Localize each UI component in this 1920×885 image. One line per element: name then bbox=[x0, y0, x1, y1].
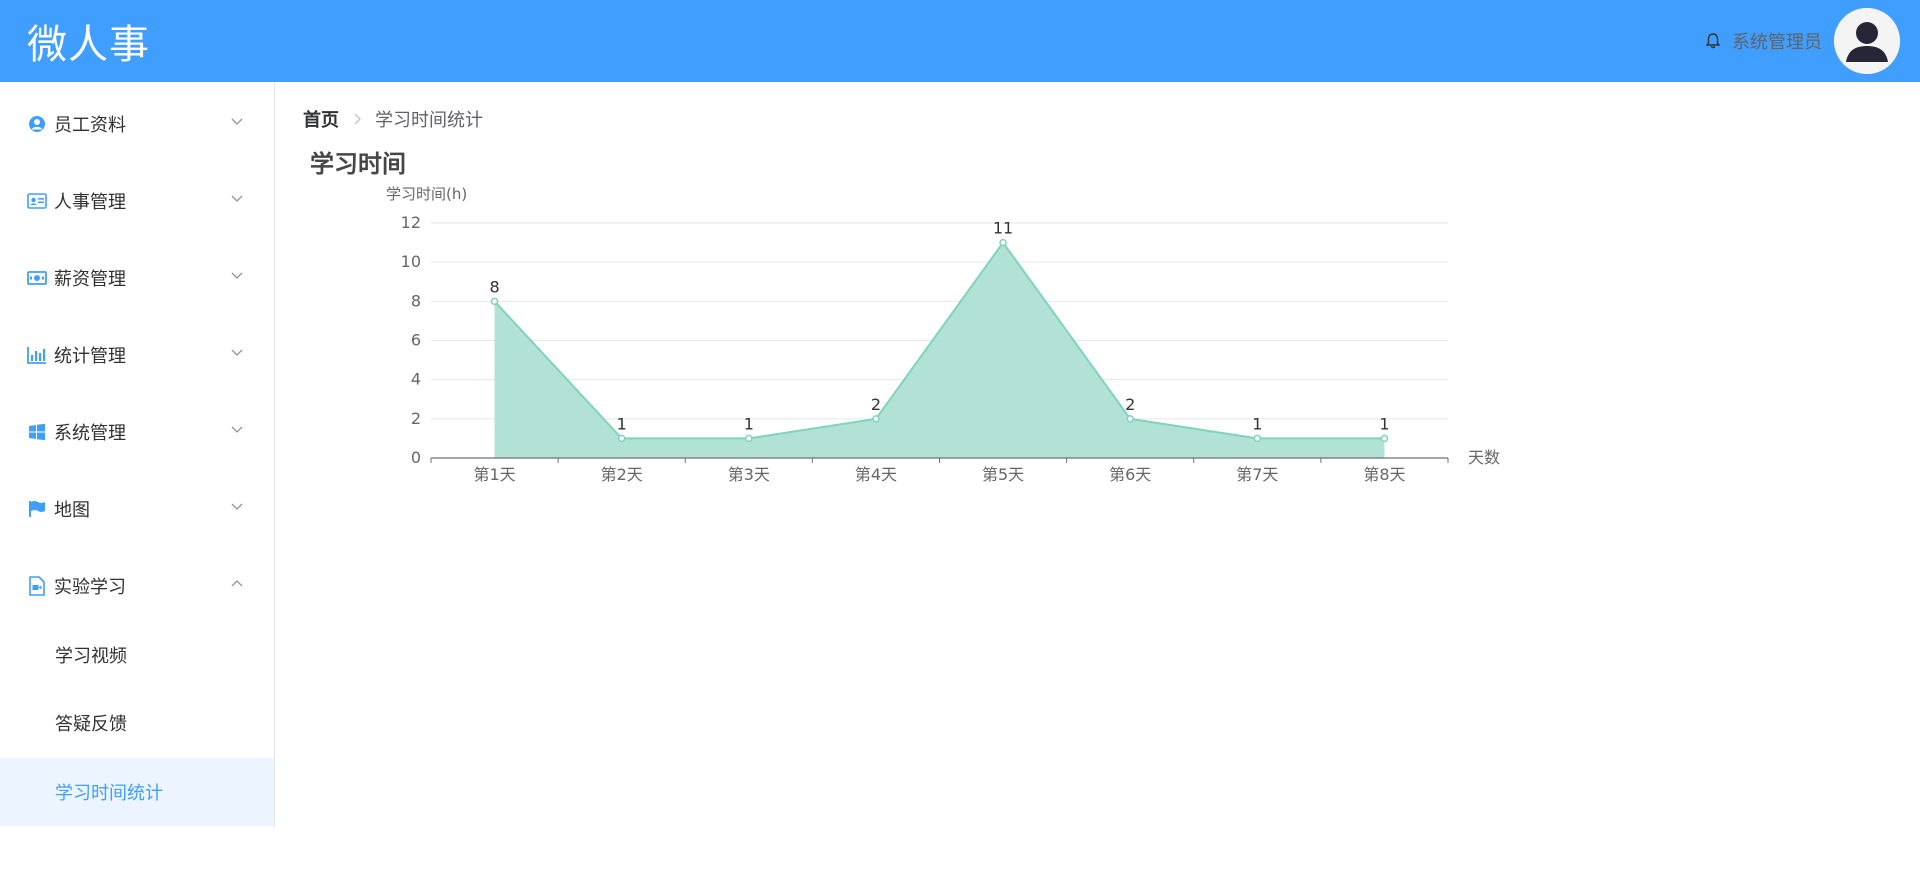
data-point bbox=[999, 238, 1007, 247]
data-point bbox=[490, 297, 499, 306]
chevron-down-icon bbox=[231, 272, 243, 279]
data-label: 1 bbox=[744, 414, 754, 433]
sidebar-item-label: 地图 bbox=[54, 499, 90, 521]
sidebar-subitem-study-videos[interactable]: 学习视频 bbox=[55, 646, 127, 667]
sidebar-subitem-qa-feedback[interactable]: 答疑反馈 bbox=[55, 714, 127, 735]
user-circle-icon bbox=[27, 114, 47, 134]
x-tick-label: 第2天 bbox=[601, 465, 643, 484]
data-label: 1 bbox=[1252, 414, 1262, 433]
y-tick-label: 6 bbox=[411, 331, 421, 350]
sidebar-item-label: 员工资料 bbox=[54, 114, 126, 136]
chevron-down-icon bbox=[231, 195, 243, 202]
y-tick-label: 10 bbox=[401, 252, 421, 271]
x-tick-label: 第1天 bbox=[473, 465, 515, 484]
chevron-down-icon bbox=[231, 118, 243, 125]
y-tick-label: 12 bbox=[401, 213, 421, 232]
series-area bbox=[494, 242, 1385, 458]
x-tick-label: 第8天 bbox=[1363, 465, 1405, 484]
flag-icon bbox=[27, 499, 47, 519]
x-axis-label: 天数 bbox=[1468, 448, 1500, 467]
chevron-down-icon bbox=[231, 349, 243, 356]
main-content: 首页 学习时间统计 学习时间 0 2 4 6 8 10 12 第1天 第2天 第3天 第4天 第5天第… bbox=[276, 82, 1920, 885]
x-tick-label: 第7天 bbox=[1236, 465, 1278, 484]
id-card-icon bbox=[27, 191, 47, 211]
user-name[interactable]: 系统管理员 bbox=[1732, 32, 1822, 53]
x-tick-label: 第5天 bbox=[982, 465, 1024, 484]
sidebar-subitem-study-time-stats[interactable]: 学习时间统计 bbox=[0, 758, 274, 826]
user-silhouette-icon bbox=[1834, 8, 1900, 74]
y-tick-label: 4 bbox=[411, 370, 421, 389]
data-label: 8 bbox=[489, 277, 499, 296]
sidebar-item-hr-management[interactable]: 人事管理 bbox=[0, 162, 274, 239]
sidebar-item-salary-management[interactable]: 薪资管理 bbox=[0, 239, 274, 316]
sidebar-item-statistics-management[interactable]: 统计管理 bbox=[0, 316, 274, 393]
sidebar-item-label: 薪资管理 bbox=[54, 268, 126, 290]
breadcrumb-home[interactable]: 首页 bbox=[303, 110, 339, 131]
user-area: 系统管理员 bbox=[1704, 0, 1900, 82]
sidebar-item-employee-info[interactable]: 员工资料 bbox=[0, 85, 274, 162]
x-tick-label: 第6天 bbox=[1109, 465, 1151, 484]
windows-icon bbox=[27, 422, 47, 442]
data-label: 1 bbox=[617, 414, 627, 433]
data-point bbox=[1126, 415, 1134, 423]
data-label: 1 bbox=[1379, 414, 1389, 433]
video-file-icon bbox=[27, 575, 47, 596]
chevron-down-icon bbox=[231, 503, 243, 510]
data-point bbox=[1380, 434, 1389, 443]
data-point bbox=[617, 434, 626, 443]
money-icon bbox=[27, 268, 47, 288]
data-label: 11 bbox=[993, 219, 1013, 238]
data-point bbox=[872, 415, 880, 423]
data-point bbox=[1253, 434, 1262, 443]
sidebar-item-experiment-learning[interactable]: 实验学习 bbox=[0, 547, 274, 624]
y-tick-label: 2 bbox=[411, 409, 421, 428]
chart-title: 学习时间 bbox=[310, 150, 406, 178]
x-tick-label: 第3天 bbox=[728, 465, 770, 484]
data-label: 2 bbox=[871, 395, 881, 414]
sidebar-item-label: 人事管理 bbox=[54, 191, 126, 213]
series-line bbox=[493, 240, 1385, 440]
chevron-up-icon bbox=[231, 580, 243, 587]
x-tick-label: 第4天 bbox=[855, 465, 897, 484]
sidebar-item-system-management[interactable]: 系统管理 bbox=[0, 393, 274, 470]
avatar[interactable] bbox=[1834, 8, 1900, 74]
y-tick-label: 0 bbox=[411, 448, 421, 467]
chevron-right-icon bbox=[354, 113, 361, 125]
sidebar-item-map[interactable]: 地图 bbox=[0, 470, 274, 547]
top-header: 微人事 系统管理员 bbox=[0, 0, 1920, 82]
sidebar-item-label: 系统管理 bbox=[54, 422, 126, 444]
app-logo[interactable]: 微人事 bbox=[27, 22, 150, 68]
sidebar-item-label: 统计管理 bbox=[54, 345, 126, 367]
data-label: 2 bbox=[1125, 395, 1135, 414]
bar-chart-icon bbox=[27, 345, 47, 365]
bell-icon[interactable] bbox=[1704, 32, 1722, 50]
sidebar-item-label: 实验学习 bbox=[54, 576, 126, 598]
sidebar: 员工资料 人事管理 薪资管理 统计管理 系统管理 地图 bbox=[0, 82, 275, 827]
chevron-down-icon bbox=[231, 426, 243, 433]
y-axis-label: 学习时间(h) bbox=[386, 185, 467, 203]
breadcrumb: 首页 学习时间统计 bbox=[303, 106, 483, 132]
breadcrumb-current: 学习时间统计 bbox=[375, 110, 483, 131]
y-tick-label: 8 bbox=[411, 291, 421, 310]
data-point bbox=[745, 434, 753, 443]
